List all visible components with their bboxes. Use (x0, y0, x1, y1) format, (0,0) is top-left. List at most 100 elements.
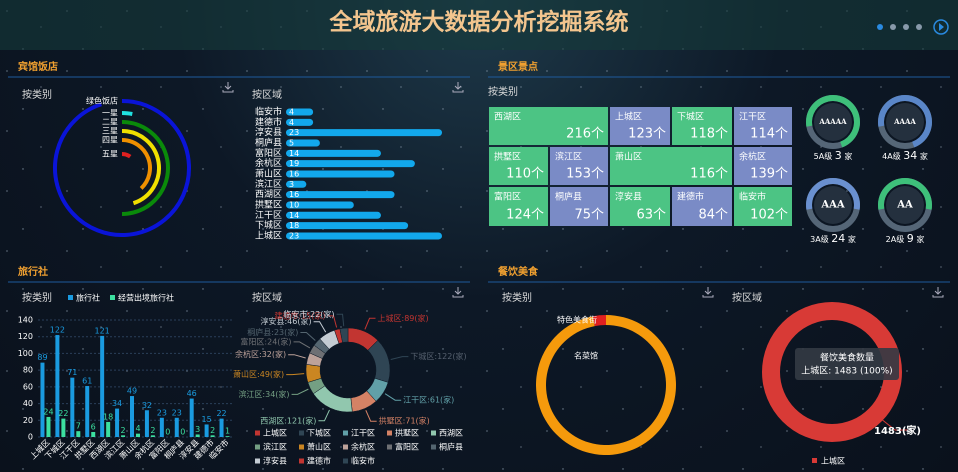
donut-slice[interactable] (592, 315, 606, 327)
legend-label[interactable]: 富阳区 (395, 442, 419, 452)
legend-label[interactable]: 西湖区 (439, 429, 463, 438)
legend-swatch[interactable] (387, 430, 392, 436)
legend-swatch[interactable] (255, 430, 260, 436)
pager-dot[interactable] (890, 24, 896, 30)
treemap-cell[interactable] (489, 187, 548, 226)
category-label: 五星 (102, 150, 118, 159)
legend-swatch[interactable] (431, 444, 436, 450)
panel-title: 景区景点 (498, 60, 538, 73)
download-icon[interactable] (222, 82, 234, 93)
legend-swatch[interactable] (812, 458, 817, 463)
legend-label[interactable]: 上城区 (821, 457, 845, 466)
legend-label[interactable]: 滨江区 (263, 442, 287, 452)
category-label: 临安市 (255, 106, 282, 118)
legend-swatch[interactable] (343, 430, 348, 436)
pager[interactable] (877, 19, 949, 35)
cell-name: 拱墅区 (494, 151, 521, 163)
value-label: 5 (289, 138, 294, 147)
legend-swatch[interactable] (299, 458, 304, 464)
bar (286, 149, 381, 157)
bar (70, 377, 75, 437)
treemap-cell[interactable] (489, 107, 608, 145)
leader-line (364, 317, 376, 330)
slice-label: 余杭区:32(家) (235, 349, 286, 359)
cell-name: 富阳区 (494, 191, 521, 203)
value-label: 3 (289, 180, 294, 189)
y-tick-label: 120 (18, 332, 33, 341)
bar (106, 421, 111, 437)
treemap-cell[interactable] (610, 107, 670, 145)
legend-swatch[interactable] (110, 295, 115, 300)
next-icon[interactable] (939, 23, 944, 31)
gauge-arc (806, 177, 860, 210)
donut-slice[interactable] (339, 327, 349, 343)
legend-label[interactable]: 淳安县 (263, 456, 287, 466)
treemap-cell[interactable] (610, 147, 732, 185)
download-icon[interactable] (452, 287, 464, 298)
gauge-arc (878, 178, 932, 210)
treemap-cell[interactable] (550, 187, 608, 226)
treemap-cell[interactable] (672, 187, 732, 226)
bar (174, 417, 179, 437)
radial-bar (121, 152, 132, 159)
cell-value: 110个 (506, 167, 544, 182)
leader-line (365, 410, 377, 422)
chart-title: 按类别 (488, 85, 518, 98)
legend-label[interactable]: 拱墅区 (395, 428, 419, 438)
cell-name: 建德市 (677, 191, 704, 203)
download-icon[interactable] (702, 287, 714, 298)
category-label: 拱墅区 (255, 198, 282, 210)
legend-label[interactable]: 萧山区 (307, 442, 331, 452)
treemap-cell[interactable] (734, 107, 792, 145)
legend-label[interactable]: 下城区 (307, 429, 331, 438)
pager-dot[interactable] (903, 24, 909, 30)
panel-title: 宾馆饭店 (18, 60, 58, 73)
grade-unit: 家 (916, 234, 924, 244)
legend-swatch[interactable] (299, 430, 304, 436)
category-label: 富阳区 (255, 147, 282, 159)
legend-swatch[interactable] (68, 295, 73, 300)
pager-dot[interactable] (877, 24, 883, 30)
legend-label[interactable]: 上城区 (263, 429, 287, 438)
bar (136, 433, 140, 437)
download-icon[interactable] (932, 287, 944, 298)
leader-line (318, 409, 330, 422)
legend-swatch[interactable] (299, 444, 304, 450)
value-label: 19 (289, 159, 299, 168)
legend-label[interactable]: 临安市 (351, 456, 375, 466)
treemap-cell[interactable] (734, 187, 792, 226)
legend-label[interactable]: 江干区 (351, 429, 375, 438)
bar (121, 435, 126, 437)
tooltip-text: 上城区: 1483 (100%) (801, 366, 892, 377)
bar (61, 418, 66, 437)
next-button[interactable] (933, 19, 949, 35)
legend-swatch[interactable] (343, 458, 348, 464)
legend-swatch[interactable] (343, 444, 348, 450)
treemap-cell[interactable] (489, 147, 548, 185)
grade-count: 34 (903, 149, 917, 162)
bar (195, 434, 200, 437)
treemap-cell[interactable] (734, 147, 792, 185)
legend-swatch[interactable] (255, 444, 260, 450)
legend-swatch[interactable] (387, 444, 392, 450)
pager-dot[interactable] (916, 24, 922, 30)
cell-value: 114个 (750, 127, 788, 142)
legend-label[interactable]: 旅行社 (76, 293, 100, 303)
value-label: 18 (289, 221, 299, 230)
treemap-cell[interactable] (672, 107, 732, 145)
bar (286, 201, 354, 209)
legend-swatch[interactable] (255, 458, 260, 464)
treemap-cell[interactable] (550, 147, 608, 185)
legend-label[interactable]: 余杭区 (351, 442, 375, 452)
legend-label[interactable]: 经营出境旅行社 (118, 293, 174, 303)
slice-label: 萧山区:49(家) (233, 369, 284, 379)
cell-name: 下城区 (677, 112, 704, 123)
treemap-cell[interactable] (610, 187, 670, 226)
legend-label[interactable]: 桐庐县 (439, 442, 463, 452)
download-icon[interactable] (452, 82, 464, 93)
grade-unit: 家 (844, 151, 852, 161)
legend-label[interactable]: 建德市 (307, 456, 331, 466)
value-label: 23 (289, 231, 299, 240)
legend-swatch[interactable] (431, 430, 436, 436)
slice-label: 特色美食街 (557, 315, 597, 325)
